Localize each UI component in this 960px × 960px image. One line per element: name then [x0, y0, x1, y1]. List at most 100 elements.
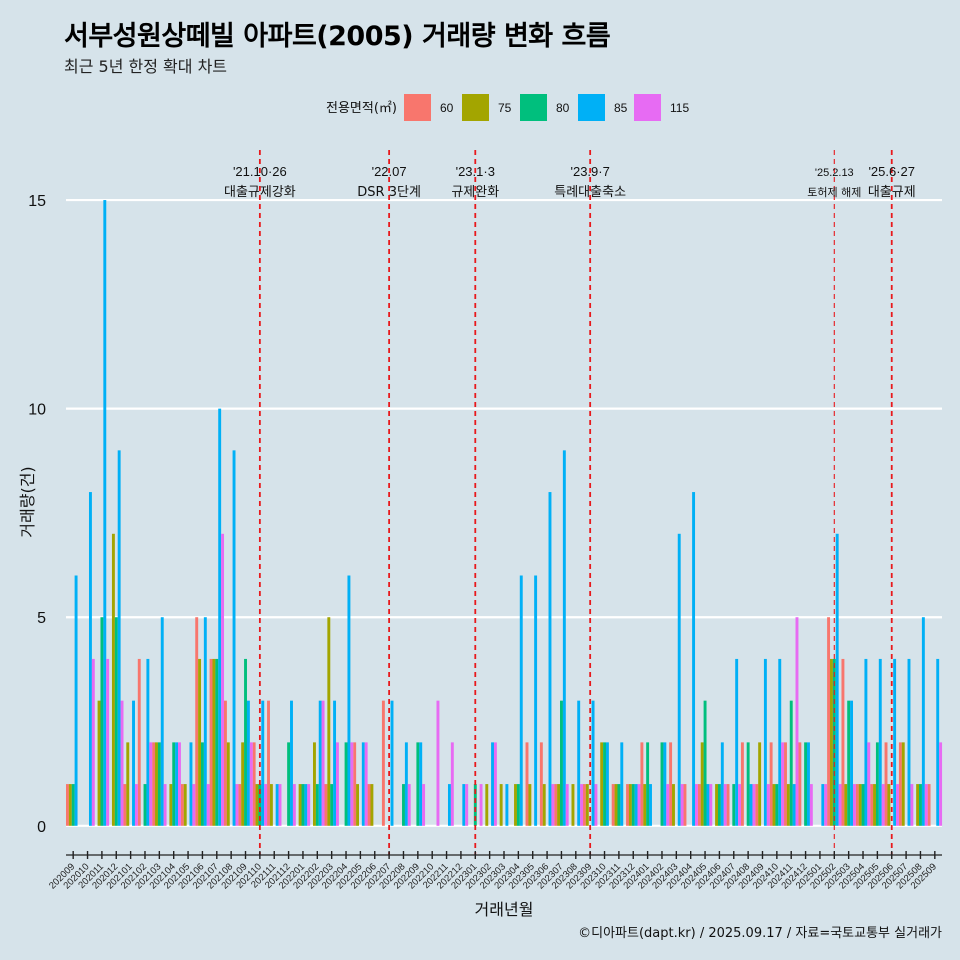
bar-115-202012: [120, 700, 124, 826]
bar-115-202105: [192, 784, 196, 826]
event-date-label: '25.2.13: [815, 167, 854, 179]
bar-115-202110: [264, 784, 268, 826]
bar-80-202112: [287, 742, 291, 826]
bar-80-202012: [114, 617, 118, 826]
bar-60-202507: [898, 742, 902, 826]
bar-75-202406: [715, 784, 719, 826]
bar-80-202110: [258, 784, 262, 826]
bar-80-202201: [301, 784, 305, 826]
bar-80-202411: [789, 700, 793, 826]
bar-60-202206: [367, 784, 371, 826]
bar-75-202109: [241, 742, 245, 826]
bar-115-202312: [637, 784, 641, 826]
bar-85-202502: [835, 533, 839, 826]
bar-85-202309: [591, 700, 595, 826]
legend-label-75: 75: [498, 101, 512, 115]
bar-80-202107: [215, 658, 219, 826]
bar-85-202112: [290, 700, 293, 826]
y-tick-label: 5: [37, 610, 46, 627]
bar-75-202305: [528, 784, 532, 826]
bar-60-202205: [353, 742, 357, 826]
bar-60-202401: [640, 742, 644, 826]
bar-85-202506: [893, 658, 897, 826]
bar-115-202109: [249, 742, 253, 826]
bar-60-202509: [927, 784, 931, 826]
bar-60-202102: [137, 658, 141, 826]
bar-75-202505: [873, 784, 876, 826]
bar-85-202208: [404, 742, 408, 826]
legend-label-60: 60: [440, 101, 454, 115]
bar-80-202104: [172, 742, 176, 826]
bar-115-202202: [321, 700, 325, 826]
bar-85-202109: [246, 700, 250, 826]
bar-60-202408: [740, 742, 744, 826]
bar-80-202406: [717, 784, 721, 826]
bar-80-202503: [847, 700, 851, 826]
event-date-label: '23.1·3: [456, 164, 495, 179]
bar-85-202111: [275, 784, 279, 826]
bar-85-202507: [907, 658, 911, 826]
bar-60-202405: [697, 784, 701, 826]
bar-115-202505: [881, 784, 885, 826]
bar-85-202207: [390, 700, 394, 826]
bar-60-202312: [626, 784, 629, 826]
bar-115-202403: [680, 784, 684, 826]
bar-115-202203: [335, 742, 339, 826]
legend-swatch-115: [634, 94, 661, 121]
bar-60-202410: [769, 742, 773, 826]
bar-80-202009: [71, 784, 75, 826]
bar-60-202107: [209, 658, 213, 826]
bar-75-202310: [600, 742, 604, 826]
bar-115-202402: [666, 784, 670, 826]
bar-75-202306: [542, 784, 546, 826]
event-date-label: '21.10·26: [233, 164, 287, 179]
bar-75-202504: [858, 784, 862, 826]
bar-115-202504: [867, 742, 871, 826]
event-date-label: '25.6·27: [868, 164, 915, 179]
bar-115-202409: [766, 784, 770, 826]
bar-115-202212: [465, 784, 469, 826]
bar-115-202112: [292, 784, 296, 826]
bar-75-202304: [514, 784, 517, 826]
bar-60-202411: [784, 742, 787, 826]
bar-85-202412: [807, 742, 810, 826]
bar-115-202404: [695, 784, 698, 826]
bar-115-202506: [896, 784, 899, 826]
bar-115-202408: [752, 784, 756, 826]
bar-75-202012: [111, 533, 115, 826]
bar-60-202409: [755, 784, 759, 826]
bar-75-202309: [585, 784, 589, 826]
bar-80-202407: [732, 784, 736, 826]
bar-115-202108: [235, 784, 239, 826]
bar-115-202412: [809, 784, 813, 826]
bar-80-202304: [516, 784, 520, 826]
bar-115-202104: [178, 742, 181, 826]
event-desc-label: 토허제 해제: [807, 185, 861, 199]
y-tick-label: 0: [37, 819, 46, 836]
bar-60-202101: [123, 784, 127, 826]
bar-85-202202: [318, 700, 322, 826]
bar-60-202407: [726, 784, 730, 826]
legend-swatch-75: [462, 94, 489, 121]
bar-85-202509: [936, 658, 940, 826]
bar-115-202309: [594, 784, 598, 826]
bar-115-202010: [91, 658, 95, 826]
bar-80-202103: [157, 742, 161, 826]
event-desc-label: 특례대출축소: [554, 185, 626, 200]
chart-subtitle: 최근 5년 한정 확대 차트: [64, 57, 228, 76]
bar-115-202101: [134, 784, 138, 826]
bar-60-202306: [539, 742, 543, 826]
bar-85-202407: [735, 658, 739, 826]
bar-75-202308: [571, 784, 575, 826]
bar-75-202009: [68, 784, 72, 826]
bar-85-202402: [663, 742, 667, 826]
bar-115-202501: [824, 784, 828, 826]
bar-85-202102: [146, 658, 150, 826]
bar-75-202108: [226, 742, 230, 826]
bar-85-202501: [821, 784, 825, 826]
bar-75-202206: [370, 784, 374, 826]
bar-60-202307: [554, 784, 558, 826]
bar-75-202311: [614, 784, 618, 826]
bar-80-202301: [473, 784, 477, 826]
bar-80-202202: [315, 784, 319, 826]
